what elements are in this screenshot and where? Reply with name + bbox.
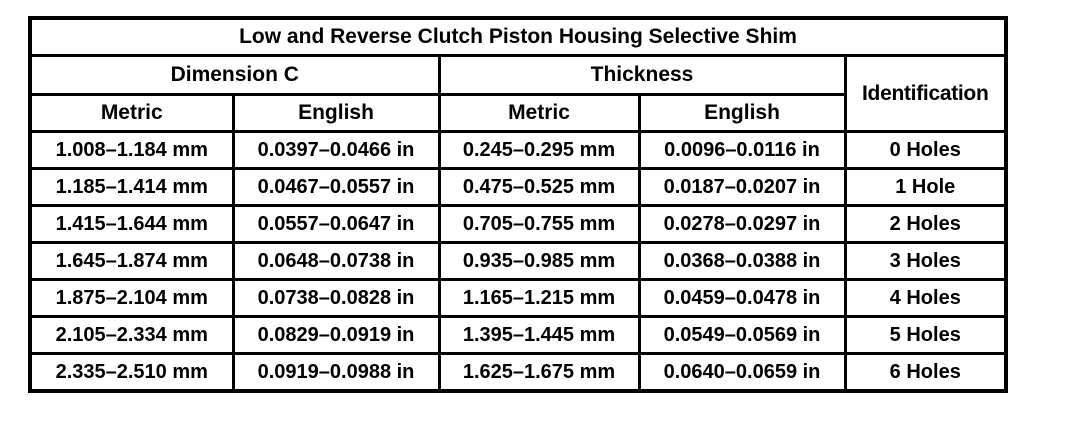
cell-dimension-c-metric: 1.645–1.874 mm bbox=[28, 241, 235, 281]
cell-thickness-metric: 0.245–0.295 mm bbox=[437, 130, 641, 170]
cell-dimension-c-english: 0.0467–0.0557 in bbox=[231, 167, 441, 207]
cell-dimension-c-english: 0.0829–0.0919 in bbox=[231, 315, 441, 355]
cell-thickness-english: 0.0096–0.0116 in bbox=[637, 130, 847, 170]
column-header-identification: Identification bbox=[843, 54, 1008, 133]
table-row: 1.008–1.184 mm 0.0397–0.0466 in 0.245–0.29… bbox=[28, 130, 1008, 170]
cell-identification: 1 Hole bbox=[843, 167, 1008, 207]
cell-thickness-english: 0.0368–0.0388 in bbox=[637, 241, 847, 281]
cell-thickness-english: 0.0459–0.0478 in bbox=[637, 278, 847, 318]
sub-header-thickness-english: English bbox=[637, 93, 847, 133]
cell-thickness-metric: 0.475–0.525 mm bbox=[437, 167, 641, 207]
sub-header-thickness-metric: Metric bbox=[437, 93, 641, 133]
cell-dimension-c-metric: 1.415–1.644 mm bbox=[28, 204, 235, 244]
cell-thickness-metric: 0.935–0.985 mm bbox=[437, 241, 641, 281]
cell-identification: 2 Holes bbox=[843, 204, 1008, 244]
cell-thickness-metric: 0.705–0.755 mm bbox=[437, 204, 641, 244]
cell-identification: 3 Holes bbox=[843, 241, 1008, 281]
table-row: 1.645–1.874 mm 0.0648–0.0738 in 0.935–0.98… bbox=[28, 241, 1008, 281]
cell-dimension-c-metric: 1.008–1.184 mm bbox=[28, 130, 235, 170]
cell-identification: 6 Holes bbox=[843, 352, 1008, 393]
cell-dimension-c-english: 0.0648–0.0738 in bbox=[231, 241, 441, 281]
table-group-header-row: Dimension C Thickness Identification bbox=[28, 54, 1008, 133]
cell-thickness-metric: 1.625–1.675 mm bbox=[437, 352, 641, 393]
cell-identification: 4 Holes bbox=[843, 278, 1008, 318]
cell-thickness-english: 0.0549–0.0569 in bbox=[637, 315, 847, 355]
table-row: 1.185–1.414 mm 0.0467–0.0557 in 0.475–0.52… bbox=[28, 167, 1008, 207]
group-header-thickness: Thickness bbox=[437, 54, 847, 96]
sub-header-dimension-c-english: English bbox=[231, 93, 441, 133]
cell-thickness-metric: 1.395–1.445 mm bbox=[437, 315, 641, 355]
cell-identification: 0 Holes bbox=[843, 130, 1008, 170]
table-body: 1.008–1.184 mm 0.0397–0.0466 in 0.245–0.29… bbox=[28, 130, 1008, 393]
cell-dimension-c-english: 0.0557–0.0647 in bbox=[231, 204, 441, 244]
selective-shim-table: Low and Reverse Clutch Piston Housing Se… bbox=[28, 16, 1009, 393]
cell-thickness-english: 0.0278–0.0297 in bbox=[637, 204, 847, 244]
cell-thickness-english: 0.0187–0.0207 in bbox=[637, 167, 847, 207]
group-header-dimension-c: Dimension C bbox=[28, 54, 441, 96]
cell-thickness-metric: 1.165–1.215 mm bbox=[437, 278, 641, 318]
table-sub-header-row: Metric English Metric English bbox=[28, 93, 1006, 133]
cell-dimension-c-metric: 1.875–2.104 mm bbox=[28, 278, 235, 318]
cell-dimension-c-metric: 1.185–1.414 mm bbox=[28, 167, 235, 207]
table-title: Low and Reverse Clutch Piston Housing Se… bbox=[28, 16, 1008, 57]
table-row: 2.335–2.510 mm 0.0919–0.0988 in 1.625–1.67… bbox=[28, 352, 1008, 393]
cell-identification: 5 Holes bbox=[843, 315, 1008, 355]
cell-dimension-c-metric: 2.105–2.334 mm bbox=[28, 315, 235, 355]
cell-dimension-c-metric: 2.335–2.510 mm bbox=[28, 352, 235, 393]
table-row: 2.105–2.334 mm 0.0829–0.0919 in 1.395–1.44… bbox=[28, 315, 1008, 355]
table-title-row: Low and Reverse Clutch Piston Housing Se… bbox=[28, 16, 1008, 57]
cell-thickness-english: 0.0640–0.0659 in bbox=[637, 352, 847, 393]
table-row: 1.875–2.104 mm 0.0738–0.0828 in 1.165–1.21… bbox=[28, 278, 1008, 318]
table-row: 1.415–1.644 mm 0.0557–0.0647 in 0.705–0.75… bbox=[28, 204, 1008, 244]
cell-dimension-c-english: 0.0397–0.0466 in bbox=[231, 130, 441, 170]
cell-dimension-c-english: 0.0738–0.0828 in bbox=[231, 278, 441, 318]
cell-dimension-c-english: 0.0919–0.0988 in bbox=[231, 352, 441, 393]
sub-header-dimension-c-metric: Metric bbox=[28, 93, 235, 133]
